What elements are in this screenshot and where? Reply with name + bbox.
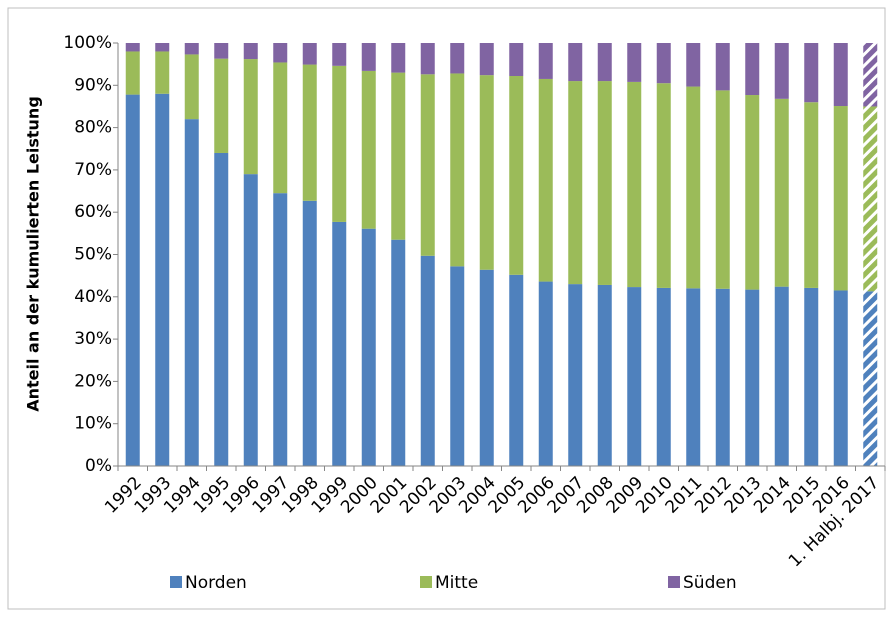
bar-segment xyxy=(538,78,553,282)
bar-segment xyxy=(243,174,258,466)
y-tick-label: 80% xyxy=(74,118,112,138)
bar-segment xyxy=(273,62,288,194)
bar-segment xyxy=(833,43,848,107)
y-tick-label: 100% xyxy=(63,33,112,53)
bar-segment xyxy=(479,269,494,466)
bar-segment xyxy=(774,286,789,466)
bar-segment xyxy=(804,102,819,288)
legend-label: Norden xyxy=(185,573,247,593)
bar-segment xyxy=(804,43,819,103)
bar-segment xyxy=(155,93,170,466)
bar-segment xyxy=(302,200,317,467)
bar-segment xyxy=(509,274,524,466)
bar-segment xyxy=(420,255,435,466)
y-tick-label: 30% xyxy=(74,329,112,349)
bar-segment xyxy=(273,43,288,63)
y-tick-label: 90% xyxy=(74,75,112,95)
bar-segment xyxy=(420,74,435,256)
bar-segment xyxy=(833,106,848,291)
bar-segment xyxy=(597,81,612,285)
bar-segment xyxy=(332,221,347,466)
y-tick-label: 20% xyxy=(74,371,112,391)
bar-segment xyxy=(184,119,199,466)
bar-segment xyxy=(391,72,406,240)
bar-segment xyxy=(686,288,701,466)
frame xyxy=(7,7,886,610)
legend-swatch xyxy=(170,576,182,588)
bar-segment xyxy=(568,81,583,285)
bar-segment xyxy=(302,43,317,65)
y-axis-label: Anteil an der kumulierten Leistung xyxy=(24,96,43,412)
bar-segment xyxy=(568,284,583,466)
y-tick-label: 0% xyxy=(85,456,112,476)
bar-segment xyxy=(538,281,553,466)
bar-segment xyxy=(361,70,376,229)
bar-segment xyxy=(568,43,583,82)
legend-label: Süden xyxy=(683,573,737,593)
bar-segment xyxy=(243,59,258,175)
bar-segment xyxy=(479,43,494,76)
bar-segment xyxy=(332,43,347,66)
bar-segment xyxy=(391,239,406,466)
bar-segment xyxy=(597,284,612,466)
bar-segment xyxy=(627,43,642,82)
bar-segment xyxy=(155,43,170,52)
bar-segment xyxy=(155,51,170,94)
bar-segment xyxy=(332,65,347,222)
bar-segment xyxy=(656,83,671,288)
bar-segment xyxy=(214,43,229,59)
bar-segment xyxy=(509,43,524,76)
bar-segment xyxy=(273,193,288,467)
bar-segment xyxy=(863,106,878,292)
bar-segment xyxy=(479,75,494,270)
y-tick-label: 70% xyxy=(74,160,112,180)
bar-segment xyxy=(715,90,730,289)
legend-label: Mitte xyxy=(435,573,478,593)
bar-segment xyxy=(125,43,140,52)
bar-segment xyxy=(833,290,848,466)
bar-segment xyxy=(125,94,140,466)
bar-segment xyxy=(184,54,199,120)
y-tick-label: 40% xyxy=(74,287,112,307)
bar-segment xyxy=(450,266,465,466)
bar-segment xyxy=(627,81,642,288)
bar-segment xyxy=(863,291,878,466)
bar-segment xyxy=(774,43,789,99)
bar-segment xyxy=(125,51,140,95)
y-tick-label: 60% xyxy=(74,202,112,222)
bar-segment xyxy=(391,43,406,73)
bar-segment xyxy=(715,43,730,91)
bar-segment xyxy=(184,43,199,55)
bar-segment xyxy=(509,75,524,275)
bar-segment xyxy=(715,288,730,466)
bar-segment xyxy=(863,43,878,107)
bar-segment xyxy=(656,43,671,84)
bar-segment xyxy=(214,58,229,153)
legend-swatch xyxy=(420,576,432,588)
bar-segment xyxy=(302,64,317,201)
bar-segment xyxy=(214,152,229,467)
bar-segment xyxy=(804,287,819,466)
bar-segment xyxy=(420,43,435,75)
bar-segment xyxy=(627,287,642,466)
y-tick-label: 50% xyxy=(74,245,112,265)
bar-segment xyxy=(243,43,258,60)
bar-segment xyxy=(597,43,612,82)
bar-segment xyxy=(538,43,553,79)
bar-segment xyxy=(774,98,789,287)
bar-segment xyxy=(745,289,760,466)
y-tick-label: 10% xyxy=(74,414,112,434)
bar-segment xyxy=(745,43,760,96)
bar-segment xyxy=(361,228,376,466)
bar-segment xyxy=(686,43,701,87)
bar-segment xyxy=(450,73,465,267)
bar-segment xyxy=(745,95,760,290)
bar-segment xyxy=(686,86,701,289)
bar-segment xyxy=(656,287,671,466)
bar-segment xyxy=(361,43,376,71)
bar-segment xyxy=(450,43,465,74)
legend-swatch xyxy=(668,576,680,588)
